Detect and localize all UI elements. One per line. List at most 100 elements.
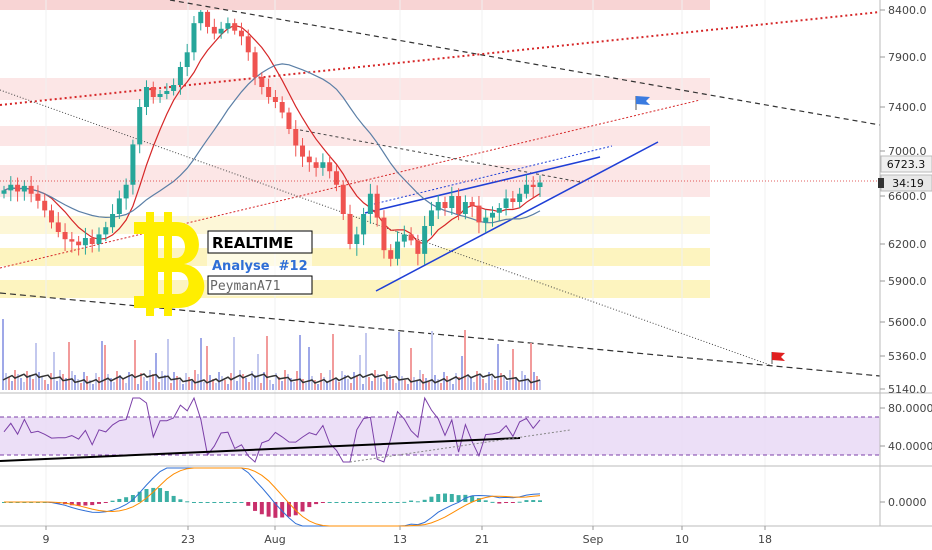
volume-bar: [344, 375, 346, 390]
volume-bar: [215, 383, 217, 390]
volume-bar: [245, 378, 247, 390]
macd-axis[interactable]: 0.0000: [880, 496, 927, 509]
descending-resistance-line: [169, 0, 881, 126]
volume-bar: [278, 377, 280, 390]
candle-body: [530, 184, 536, 187]
candle-body: [476, 205, 482, 223]
volume-bar: [368, 377, 370, 390]
volume-bar: [413, 377, 415, 390]
volume-bar: [107, 374, 109, 390]
volume-bar: [383, 382, 385, 390]
volume-bar: [11, 381, 13, 390]
macd-histogram-bar: [476, 498, 481, 502]
volume-bar: [374, 370, 376, 390]
price-axis[interactable]: 8400.0 7900.0 7400.0 7000.0 6600.0 6200.0 5900…: [880, 4, 927, 396]
macd-histogram-bar: [524, 500, 529, 502]
time-axis[interactable]: 9 23 Aug 13 21 Sep 10 18: [43, 526, 773, 546]
candle-body: [211, 26, 217, 34]
volume-bar: [461, 356, 463, 390]
time-tick-label: 10: [675, 533, 689, 546]
price-tick-label: 6200.0: [888, 238, 927, 251]
slow-moving-average-line: [3, 63, 541, 224]
volume-bar: [128, 372, 130, 390]
volume-bar: [476, 371, 478, 390]
volume-bar: [353, 372, 355, 390]
volume-bar: [161, 371, 163, 390]
volume-bar: [515, 378, 517, 390]
volume-bar: [113, 382, 115, 390]
macd-histogram-bar: [83, 502, 88, 506]
time-tick-label: 13: [393, 533, 407, 546]
macd-histogram-bar: [395, 502, 400, 503]
volume-bar: [326, 381, 328, 390]
candle-body: [130, 144, 136, 185]
volume-bar: [239, 370, 241, 390]
volume-bar: [269, 380, 271, 390]
candle-body: [232, 23, 238, 31]
volume-bar: [230, 373, 232, 390]
volume-bar: [17, 374, 19, 390]
volume-bar: [335, 378, 337, 390]
macd-histogram-bar: [348, 502, 353, 503]
candle-body: [184, 52, 190, 67]
overlay-author: PeymanA71: [210, 279, 280, 294]
macd-histogram-bar: [178, 499, 183, 502]
macd-histogram-bar: [361, 502, 366, 503]
macd-histogram-bar: [239, 502, 244, 503]
candle-body: [8, 184, 14, 191]
candle-body: [422, 226, 428, 254]
time-tick-label: Sep: [583, 533, 604, 546]
volume-bar: [440, 383, 442, 390]
volume-bar: [311, 376, 313, 390]
rsi-axis[interactable]: 80.0000 40.0000: [880, 402, 932, 453]
candle-body: [21, 185, 27, 192]
macd-histogram-bar: [191, 502, 196, 503]
candle-body: [205, 11, 211, 27]
volume-bar: [401, 376, 403, 390]
macd-histogram-bar: [497, 502, 502, 504]
candle-body: [503, 198, 509, 208]
volume-bar: [446, 376, 448, 390]
candle-body: [340, 184, 346, 214]
volume-bar: [293, 382, 295, 390]
macd-histogram-bar: [76, 502, 81, 506]
blue-flag-icon: [635, 96, 650, 110]
macd-histogram-bar: [388, 502, 393, 503]
candle-body: [157, 94, 163, 97]
macd-histogram-bar: [354, 502, 359, 503]
macd-histogram-bar: [341, 502, 346, 503]
time-tick-label: 21: [475, 533, 489, 546]
volume-bar: [14, 370, 16, 390]
price-badge: 6723.3: [880, 155, 932, 173]
macd-histogram-bar: [334, 502, 339, 503]
volume-bar: [518, 382, 520, 390]
macd-histogram-bar: [232, 502, 237, 503]
candle-body: [428, 210, 434, 226]
volume-bar: [281, 381, 283, 390]
analysis-label: REALTIME Analyse #12 PeymanA71: [207, 230, 313, 296]
volume-bar: [425, 378, 427, 390]
volume-bar: [428, 382, 430, 390]
volume-bar: [305, 383, 307, 390]
volume-bar: [44, 380, 46, 390]
volume-bar: [242, 374, 244, 390]
volume-bar: [200, 338, 202, 390]
volume-bar: [509, 370, 511, 390]
volume-bar: [308, 347, 310, 390]
macd-histogram-bar: [205, 502, 210, 503]
macd-histogram-bar: [90, 502, 95, 506]
volume-bar: [176, 376, 178, 390]
candle-body: [469, 202, 475, 206]
overlay-title: REALTIME: [212, 234, 293, 252]
candle-body: [103, 227, 109, 235]
candle-body: [286, 112, 292, 129]
volume-bar: [503, 377, 505, 390]
countdown-badge-text: 34:19: [892, 177, 924, 190]
candle-body: [279, 102, 285, 113]
candle-body: [143, 87, 149, 107]
candle-body: [490, 212, 496, 218]
candle-body: [28, 185, 34, 194]
volume-bar: [485, 383, 487, 390]
volume-bar: [338, 382, 340, 390]
